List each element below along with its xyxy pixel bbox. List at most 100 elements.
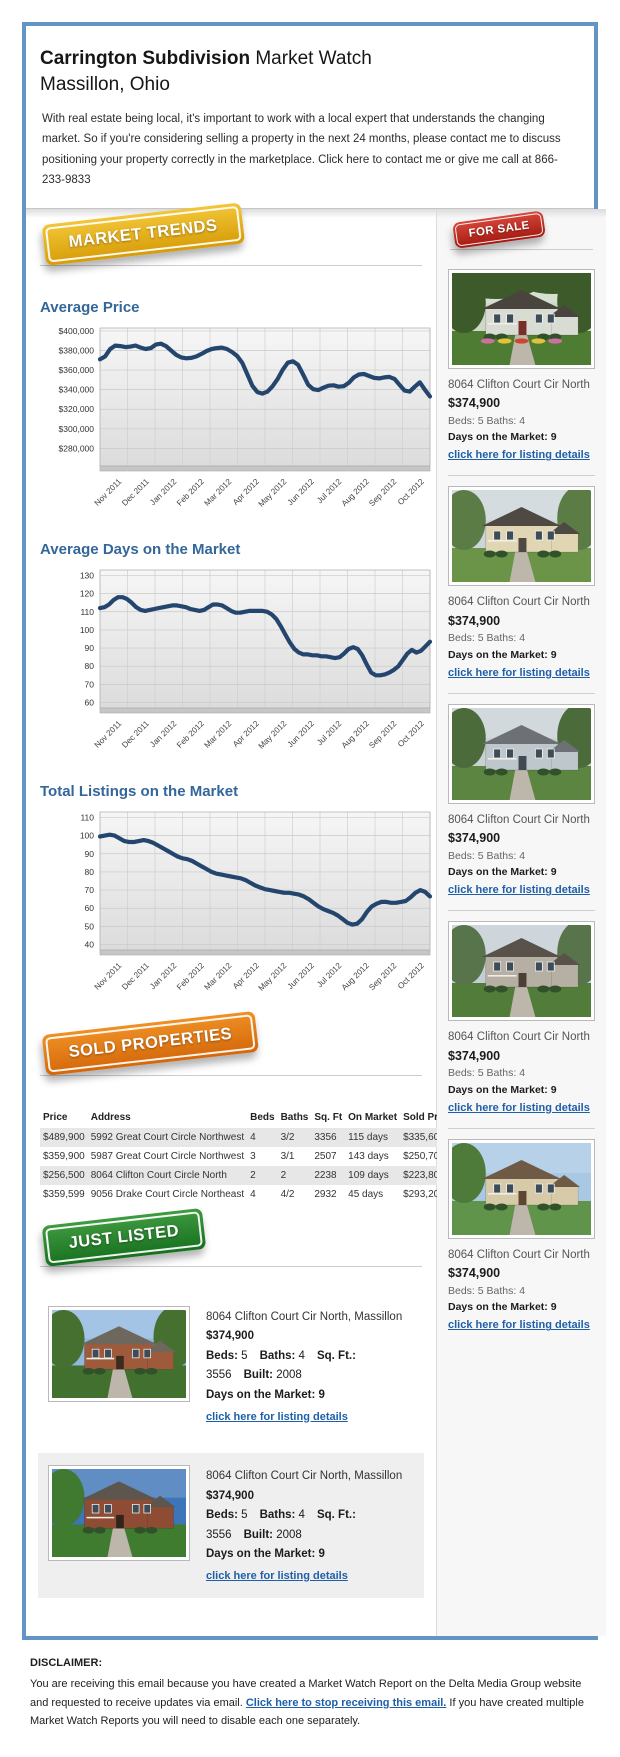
svg-text:Feb 2012: Feb 2012 [175,719,206,750]
days-on-market: Days on the Market: 9 [448,648,557,661]
svg-text:60: 60 [85,903,95,913]
col-header-sqft: Sq. Ft [314,1111,343,1123]
cell-onmarket: 45 days [348,1188,384,1200]
table-row: $489,900 5992 Great Court Circle Northwe… [40,1127,455,1147]
listing-address: 8064 Clifton Court Cir North [448,1248,590,1261]
cell-baths: 4/2 [280,1188,295,1200]
svg-text:Dec 2011: Dec 2011 [120,719,151,750]
cell-address: 8064 Clifton Court Circle North [87,1165,248,1185]
listing-details-link[interactable]: click here for listing details [448,1319,590,1332]
sidebar-column: FOR SALE 8064 Clifton Court Cir North $3… [437,208,606,1637]
svg-text:May 2012: May 2012 [257,477,289,509]
col-header-price: Price [43,1111,68,1123]
svg-text:120: 120 [80,588,94,598]
cell-sqft: 2932 [314,1188,337,1200]
content-columns: MARKET TRENDS Average Price $280,000 $300… [26,202,606,1637]
disclaimer-label: DISCLAIMER: [30,1657,103,1670]
svg-text:50: 50 [85,921,95,931]
for-sale-listing: 8064 Clifton Court Cir North $374,900 Be… [448,268,595,464]
svg-text:Jun 2012: Jun 2012 [286,719,317,750]
unsubscribe-link[interactable]: Click here to stop receiving this email. [245,1696,447,1709]
svg-text:Oct 2012: Oct 2012 [396,719,426,749]
listing-details-link[interactable]: click here for listing details [206,1410,348,1423]
listing-details-link[interactable]: click here for listing details [448,1101,590,1114]
listing-details-link[interactable]: click here for listing details [448,449,590,462]
listing-photo [48,1305,190,1402]
cell-address: 9056 Drake Court Circle Northeast [90,1188,245,1200]
just-listed-ribbon: JUST LISTED [41,1207,207,1267]
listing-address: 8064 Clifton Court Cir North [448,378,590,391]
days-on-market: Days on the Market: 9 [206,1388,325,1401]
svg-text:$320,000: $320,000 [59,404,95,414]
listing-photo [448,703,595,804]
listing-beds-baths: Beds: 5 Baths: 4 [448,632,526,645]
for-sale-ribbon-label: FOR SALE [454,212,545,247]
table-row: $256,500 8064 Clifton Court Circle North… [40,1165,455,1185]
listing-price: $374,900 [448,396,501,411]
table-row: $359,900 5987 Great Court Circle Northwe… [40,1147,455,1166]
baths-label: Baths: [259,1349,296,1362]
svg-text:Aug 2012: Aug 2012 [340,477,371,508]
listing-photo [448,486,595,587]
svg-text:Dec 2011: Dec 2011 [120,477,151,508]
house-photo-illustration [452,1142,591,1235]
sqft-label: Sq. Ft.: [316,1349,356,1362]
house-photo-illustration [452,707,591,800]
section-divider [450,248,593,250]
just-listed-ribbon-label: JUST LISTED [44,1211,203,1264]
listing-separator [448,475,595,477]
section-divider [40,1074,422,1076]
days-on-market: Days on the Market: 9 [448,1083,557,1096]
sqft-value: 3556 [206,1528,232,1541]
average-price-chart: $280,000 $300,000 $320,000 $340,000 $360,000… [38,320,433,531]
intro-paragraph: With real estate being local, it's impor… [42,113,561,186]
svg-text:$380,000: $380,000 [59,345,95,355]
cell-onmarket: 143 days [348,1150,389,1162]
svg-text:100: 100 [80,830,94,840]
svg-text:90: 90 [85,849,95,859]
cell-price: $359,900 [43,1150,85,1162]
cell-sqft: 2507 [314,1150,337,1162]
listing-photo [448,268,595,369]
svg-text:$280,000: $280,000 [59,443,95,453]
total-listings-chart: 40 50 60 70 80 90 100 110 Nov 2011 Dec 2011 Jan 20… [38,804,433,1015]
chart-title-average-price: Average Price [40,298,140,316]
listing-photo [448,1138,595,1239]
page-title-bold: Carrington Subdivision [40,48,251,69]
listing-beds-baths: Beds: 5 Baths: 4 [448,1067,526,1080]
svg-text:80: 80 [85,661,95,671]
market-trends-ribbon: MARKET TRENDS [41,202,245,266]
sold-properties-table: Price Address Beds Baths Sq. Ft On Marke… [40,1107,455,1204]
cell-baths: 2 [277,1165,312,1185]
listing-details-link[interactable]: click here for listing details [448,666,590,679]
house-photo-illustration [52,1309,186,1398]
svg-text:Mar 2012: Mar 2012 [203,477,234,508]
cell-baths: 3/1 [280,1150,295,1162]
col-header-address: Address [90,1111,131,1123]
chart-title-total-listings: Total Listings on the Market [40,782,239,800]
cell-price: $489,900 [40,1127,88,1147]
page-subtitle: Massillon, Ohio [40,73,170,95]
cell-onmarket: 109 days [345,1165,401,1185]
days-on-market: Days on the Market: 9 [448,1301,557,1314]
svg-text:Sep 2012: Sep 2012 [367,719,398,750]
svg-text:90: 90 [85,643,95,653]
built-label: Built: [243,1528,273,1541]
cell-price: $256,500 [40,1165,88,1185]
listing-price: $374,900 [448,831,501,846]
listing-price: $374,900 [448,1048,501,1063]
for-sale-section-head: FOR SALE [448,210,595,269]
svg-text:80: 80 [85,867,95,877]
section-divider [40,1265,422,1267]
svg-text:$340,000: $340,000 [59,384,95,394]
listing-photo [448,921,595,1022]
svg-text:Feb 2012: Feb 2012 [175,477,206,508]
listing-details-link[interactable]: click here for listing details [448,884,590,897]
listing-details-link[interactable]: click here for listing details [206,1569,348,1582]
svg-text:Sep 2012: Sep 2012 [367,477,398,508]
just-listed-section-head: JUST LISTED [38,1207,424,1294]
svg-text:110: 110 [80,812,94,822]
for-sale-listing: 8064 Clifton Court Cir North $374,900 Be… [448,1138,595,1334]
cell-sqft: 2238 [311,1165,346,1185]
svg-text:Mar 2012: Mar 2012 [203,961,234,992]
